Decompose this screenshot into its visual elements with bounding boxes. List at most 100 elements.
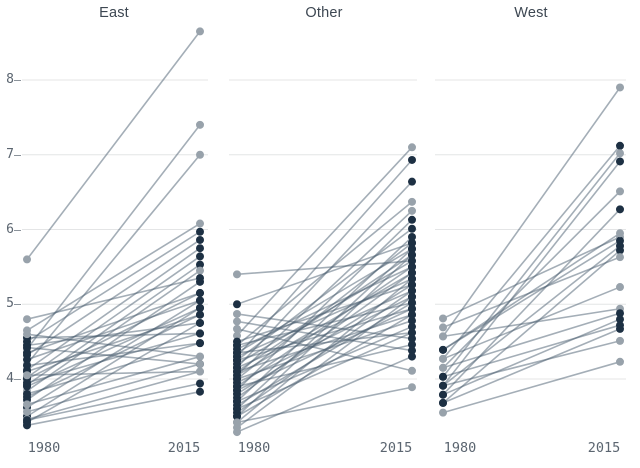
dot-2015 [196,219,204,228]
slope-line [236,180,413,369]
dot-2015 [616,229,624,238]
dot-2015 [408,346,416,355]
slope-line [26,30,201,261]
dot-2015 [408,383,416,392]
dot-1980 [233,300,241,309]
dot-2015 [408,206,416,215]
x-axis-label-2015: 2015 [379,440,413,456]
dot-2015 [196,296,204,305]
dot-2015 [196,289,204,298]
dot-1980 [23,421,31,430]
dot-1980 [233,331,241,340]
slope-line [26,382,201,421]
dot-1980 [23,378,31,387]
y-axis-label: 7 [6,146,14,162]
dot-1980 [233,412,241,421]
dot-2015 [196,303,204,312]
dot-1980 [233,317,241,326]
slope-line [442,208,621,396]
y-axis-tick [14,80,21,81]
slope-line [236,301,413,406]
dot-1980 [233,404,241,413]
dot-2015 [196,367,204,376]
dot-2015 [196,360,204,369]
x-axis-label-2015: 2015 [167,440,201,456]
dot-2015 [408,352,416,361]
dot-2015 [196,235,204,244]
dot-1980 [233,270,241,279]
dot-2015 [408,238,416,247]
dot-1980 [23,389,31,398]
dot-2015 [616,315,624,324]
dot-2015 [616,309,624,318]
facet-title-other: Other [305,5,343,21]
slope-line [26,370,201,421]
slope-line [26,355,201,406]
slope-line [236,331,413,354]
dot-1980 [23,371,31,380]
dot-2015 [616,141,624,150]
dot-1980 [233,375,241,383]
slope-line [236,355,413,433]
dot-1980 [23,361,31,370]
x-axis-label-2015: 2015 [587,440,621,456]
dot-2015 [616,187,624,196]
x-axis-label-1980: 1980 [443,440,477,456]
slope-line [236,159,413,358]
dot-2015 [616,336,624,345]
dot-1980 [439,390,447,399]
slope-line [442,232,621,351]
dot-2015 [408,143,416,152]
dot-1980 [439,408,447,417]
slope-line [442,152,621,378]
dot-2015 [616,205,624,214]
slope-line [26,370,201,377]
dot-2015 [408,177,416,186]
dot-1980 [233,418,241,427]
slope-line [26,363,201,413]
dot-2015 [408,244,416,253]
dot-2015 [408,280,416,289]
dot-1980 [439,363,447,372]
slope-line [442,312,621,369]
slope-line [236,289,413,369]
dot-1980 [23,400,31,409]
slope-line [26,333,201,358]
dot-1980 [23,255,31,264]
dot-1980 [233,341,241,350]
dot-2015 [616,357,624,366]
slope-line [26,346,201,365]
slope-line [26,153,201,365]
dot-2015 [408,268,416,277]
slope-line [26,322,201,347]
dot-2015 [408,298,416,307]
dot-2015 [196,379,204,388]
dot-2015 [196,310,204,319]
dot-2015 [196,150,204,159]
y-axis-label: 4 [6,371,14,386]
dot-2015 [408,250,416,259]
slope-line [236,236,413,403]
slope-line [26,230,201,343]
slope-line [442,324,621,378]
dot-2015 [196,339,204,348]
dot-1980 [439,398,447,407]
slope-line [236,278,413,358]
dot-2015 [408,224,416,233]
dot-1980 [439,381,447,390]
slope-line [236,242,413,380]
dot-2015 [196,252,204,261]
dot-2015 [408,340,416,349]
slope-line [236,146,413,337]
dot-2015 [196,318,204,327]
dot-2015 [408,316,416,325]
slope-line [26,277,201,321]
slope-line [26,124,201,350]
dot-1980 [233,348,241,357]
dot-1980 [233,367,241,376]
slope-line [26,222,201,332]
slope-line [26,239,201,356]
slope-line [442,160,621,387]
dot-1980 [439,314,447,323]
